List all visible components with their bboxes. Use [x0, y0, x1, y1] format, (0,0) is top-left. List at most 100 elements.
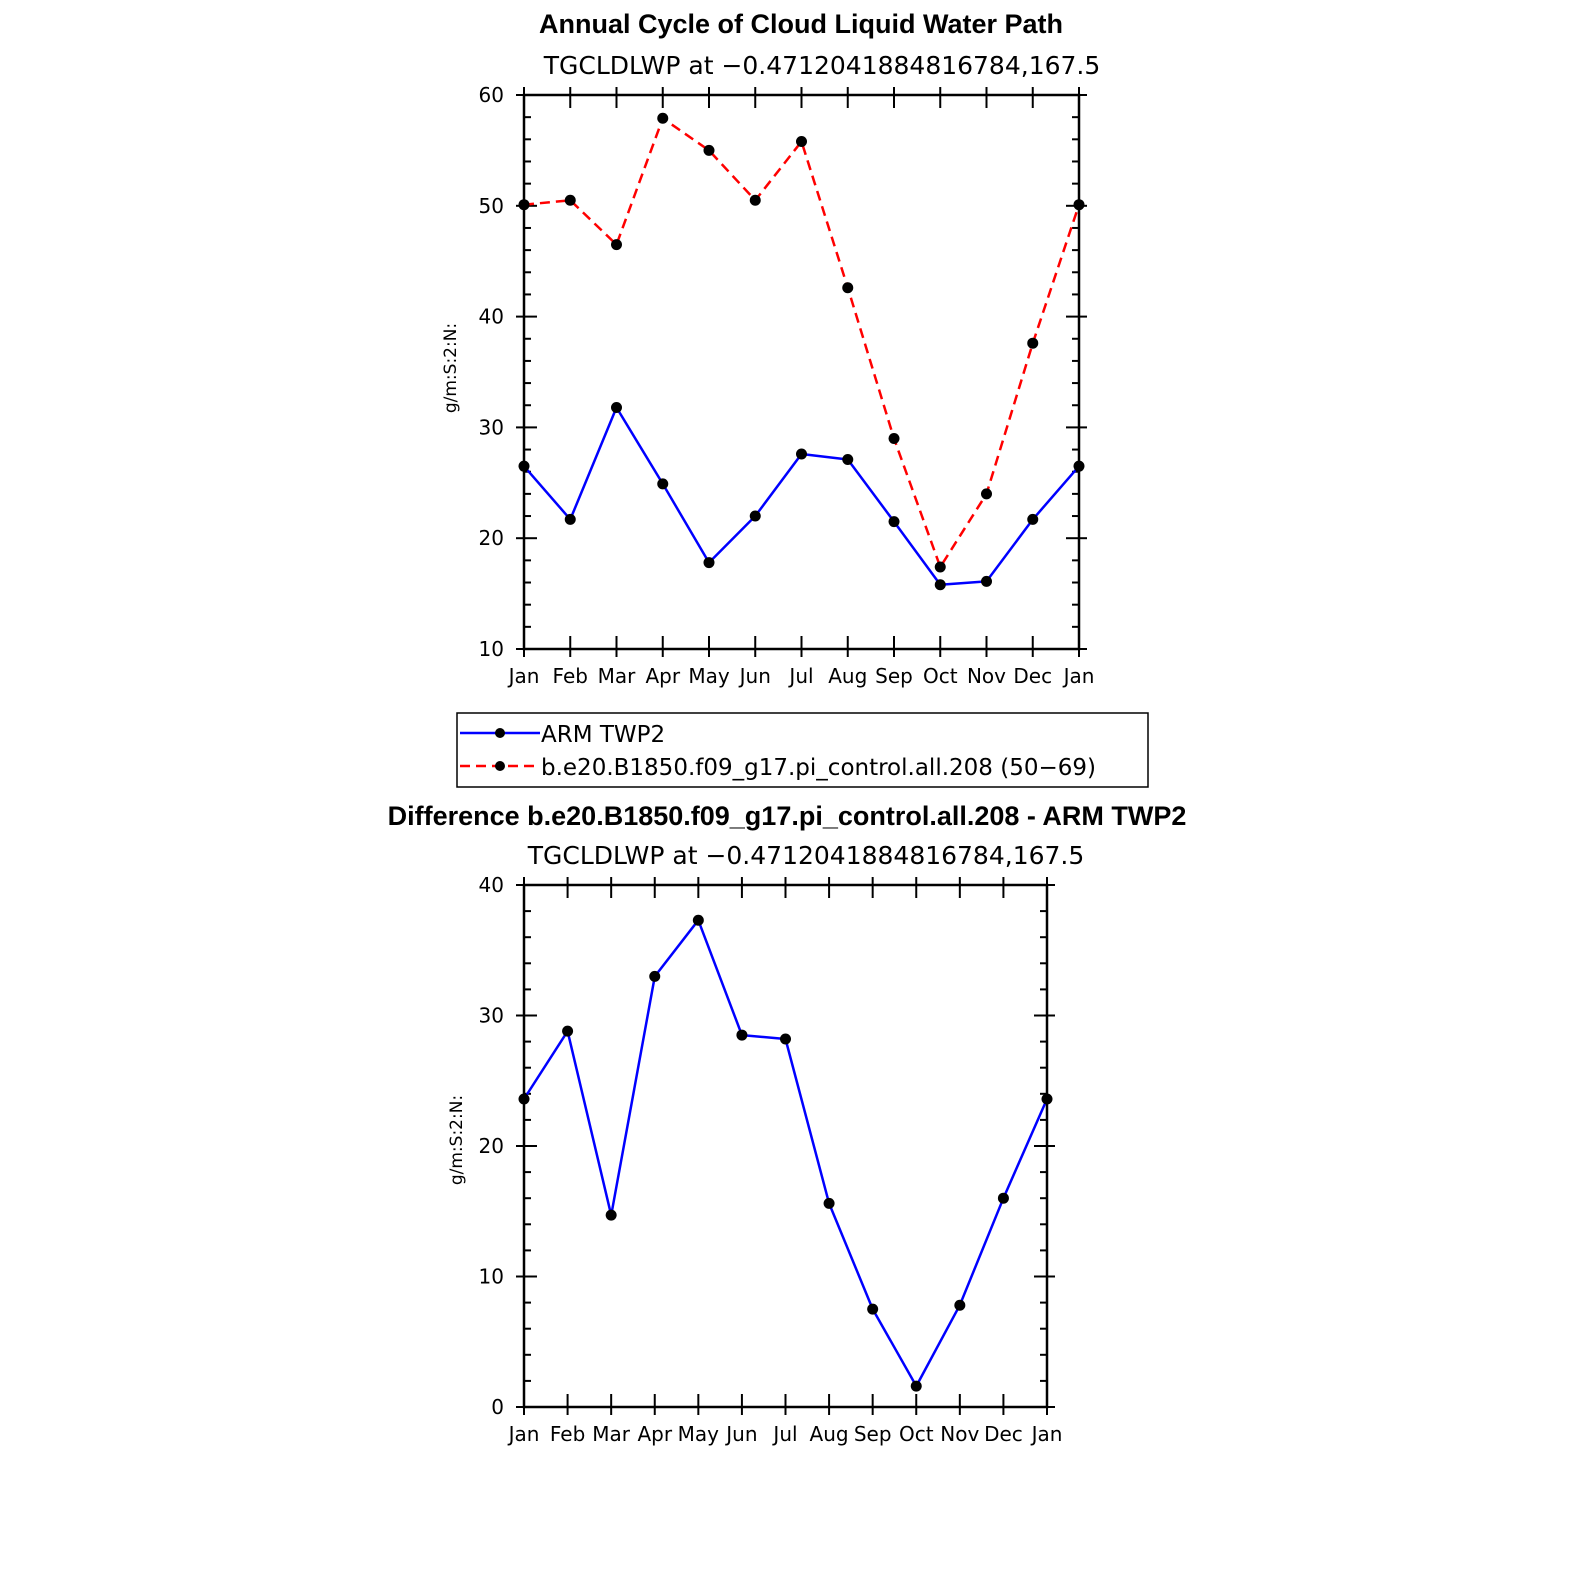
x-tick-label: Jan [507, 1422, 540, 1446]
data-point [842, 454, 854, 466]
y-tick-label: 60 [479, 83, 504, 107]
chart-subtitle: TGCLDLWP at −0.4712041884816784,167.5 [543, 51, 1101, 80]
y-tick-label: 40 [479, 873, 504, 897]
data-point [981, 488, 992, 500]
legend-marker-model [495, 761, 505, 771]
data-point [749, 510, 761, 522]
x-tick-label: Jan [1062, 664, 1095, 688]
x-tick-label: Dec [1013, 664, 1052, 688]
data-point [997, 1192, 1009, 1204]
x-tick-label: Jul [771, 1422, 797, 1446]
x-tick-label: Apr [637, 1422, 672, 1446]
y-tick-label: 30 [479, 1004, 504, 1028]
data-point [954, 1299, 966, 1311]
data-point [981, 575, 992, 587]
data-point [518, 460, 530, 472]
chart-subtitle: TGCLDLWP at −0.4712041884816784,167.5 [527, 841, 1085, 870]
series-layer [518, 112, 1085, 591]
x-tick-label: Jan [507, 664, 540, 688]
plot-frame [522, 883, 1049, 1409]
data-point [657, 478, 669, 490]
data-point [649, 970, 661, 982]
x-tick-label: Mar [598, 664, 637, 688]
y-axis-label: g/m:S:2:N: [447, 1095, 467, 1185]
series-line-1 [523, 117, 1081, 569]
data-point [736, 1029, 748, 1041]
series-line-0 [522, 918, 1049, 1388]
data-point [611, 401, 622, 413]
data-point [657, 112, 669, 124]
y-axis-label: g/m:S:2:N: [441, 323, 461, 413]
data-point [611, 239, 622, 251]
x-tick-label: Mar [592, 1422, 631, 1446]
data-point [1041, 1093, 1053, 1105]
axes: 10 20 30 40 50 60 Jan Feb Mar Apr May Jun Jul Aug Sep O… [479, 83, 1095, 688]
annual-cycle-chart: Annual Cycle of Cloud Liquid Water Path … [441, 9, 1149, 788]
legend-label-model: b.e20.B1850.f09_g17.pi_control.all.208 (… [541, 755, 1096, 781]
data-point [518, 1093, 530, 1105]
data-point [1073, 199, 1085, 211]
series-line-0 [523, 406, 1080, 586]
data-point [1027, 513, 1039, 525]
data-point [564, 194, 576, 206]
y-tick-label: 0 [491, 1395, 504, 1419]
x-tick-label: Feb [550, 1422, 585, 1446]
data-point [842, 282, 854, 294]
data-point [934, 579, 946, 591]
x-tick-label: Oct [899, 1422, 934, 1446]
difference-chart: Difference b.e20.B1850.f09_g17.pi_contro… [388, 801, 1187, 1446]
y-tick-label: 20 [479, 1134, 504, 1158]
data-point [749, 194, 761, 206]
x-tick-label: Jun [724, 1422, 757, 1446]
data-point [564, 513, 576, 525]
data-point [867, 1303, 879, 1315]
x-tick-label: Nov [967, 664, 1006, 688]
x-tick-label: Aug [810, 1422, 849, 1446]
legend-marker-arm-twp2 [495, 728, 505, 738]
y-tick-label: 40 [479, 305, 504, 329]
x-tick-label: May [678, 1422, 720, 1446]
plot-frame [522, 93, 1081, 651]
data-point [796, 136, 807, 148]
y-tick-label: 30 [479, 415, 504, 439]
chart-title: Difference b.e20.B1850.f09_g17.pi_contro… [388, 801, 1187, 831]
x-tick-label: Apr [645, 664, 680, 688]
data-point [888, 432, 900, 444]
y-tick-label: 10 [479, 637, 504, 661]
data-point [780, 1033, 791, 1045]
x-tick-label: Nov [940, 1422, 979, 1446]
x-tick-label: Oct [923, 664, 958, 688]
x-tick-label: Jan [1030, 1422, 1063, 1446]
x-tick-label: Jun [738, 664, 771, 688]
data-point [703, 144, 715, 156]
axes: 0 10 20 30 40 Jan Feb Mar Apr May Jun Jul Aug Sep Oct N… [479, 873, 1063, 1446]
x-tick-label: Feb [553, 664, 588, 688]
x-tick-label: Sep [854, 1422, 892, 1446]
legend-label-arm-twp2: ARM TWP2 [541, 722, 665, 748]
data-point [910, 1380, 922, 1392]
y-tick-label: 50 [479, 194, 504, 218]
data-point [888, 516, 900, 528]
data-point [703, 557, 715, 569]
y-tick-label: 20 [479, 526, 504, 550]
data-point [1027, 337, 1039, 349]
data-point [1073, 460, 1085, 472]
data-point [518, 199, 530, 211]
data-point [562, 1025, 574, 1037]
x-tick-label: Dec [984, 1422, 1023, 1446]
legend: ARM TWP2 b.e20.B1850.f09_g17.pi_control.… [456, 712, 1149, 788]
x-tick-label: Jul [787, 664, 813, 688]
legend-box [456, 712, 1149, 788]
y-tick-label: 10 [479, 1265, 504, 1289]
x-tick-label: May [688, 664, 730, 688]
data-point [934, 561, 946, 573]
data-point [692, 914, 704, 926]
chart-title: Annual Cycle of Cloud Liquid Water Path [539, 9, 1063, 39]
x-tick-label: Sep [875, 664, 913, 688]
x-tick-label: Aug [828, 664, 867, 688]
data-point [605, 1209, 617, 1221]
series-layer [518, 914, 1053, 1392]
data-point [796, 448, 807, 460]
data-point [823, 1197, 835, 1209]
